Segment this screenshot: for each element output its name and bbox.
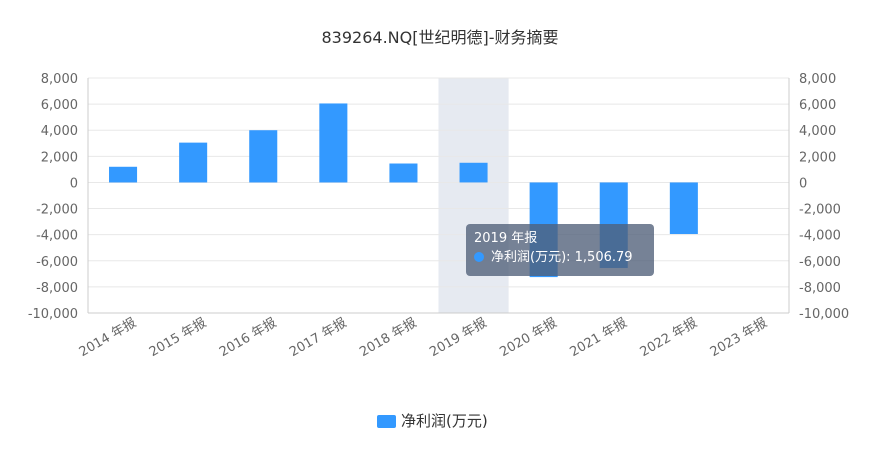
y-tick-label-left: 8,000 <box>41 72 78 87</box>
x-axis: 2014 年报 2015 年报 2016 年报 2017 年报 2018 年报 2019 … <box>77 315 770 360</box>
y-tick-label-left: -8,000 <box>36 281 78 296</box>
tooltip-value: 净利润(万元): 1,506.79 <box>491 250 633 265</box>
bar[interactable] <box>389 163 418 183</box>
y-tick-label-right: 6,000 <box>799 98 836 113</box>
bar[interactable] <box>249 130 278 183</box>
y-tick-label-right: -4,000 <box>799 229 841 244</box>
y-tick-label-left: -10,000 <box>28 307 78 322</box>
x-tick-label: 2016 年报 <box>217 315 279 360</box>
legend[interactable]: 净利润(万元) <box>377 412 488 430</box>
bar[interactable] <box>109 166 138 183</box>
y-tick-label-left: -2,000 <box>36 203 78 218</box>
tooltip-title: 2019 年报 <box>474 231 538 246</box>
bar[interactable] <box>179 142 208 183</box>
x-tick-label: 2021 年报 <box>568 315 630 360</box>
legend-swatch[interactable] <box>377 415 396 428</box>
hover-highlight-band <box>438 78 509 313</box>
x-tick-label: 2020 年报 <box>497 315 559 360</box>
chart-title: 839264.NQ[世纪明德]-财务摘要 <box>322 28 559 47</box>
series-dot-icon <box>474 252 484 262</box>
bar[interactable] <box>319 103 348 183</box>
grid-lines <box>87 77 790 314</box>
y-tick-label-right: -6,000 <box>799 255 841 270</box>
tooltip: 2019 年报 净利润(万元): 1,506.79 <box>466 224 654 276</box>
y-tick-label-right: 2,000 <box>799 150 836 165</box>
y-tick-label-left: 2,000 <box>41 150 78 165</box>
y-tick-label-left: -4,000 <box>36 229 78 244</box>
legend-label[interactable]: 净利润(万元) <box>401 412 488 430</box>
bar[interactable] <box>669 182 698 235</box>
x-tick-label: 2022 年报 <box>638 315 700 360</box>
y-tick-label-right: -8,000 <box>799 281 841 296</box>
x-tick-label: 2023 年报 <box>708 315 770 360</box>
y-tick-label-right: 8,000 <box>799 72 836 87</box>
bar[interactable] <box>459 162 488 183</box>
x-tick-label: 2015 年报 <box>147 315 209 360</box>
y-tick-label-right: 0 <box>799 176 807 191</box>
y-axis-left: 8,000 6,000 4,000 2,000 0 -2,000 -4,000 -6,000 -… <box>28 72 78 322</box>
y-tick-label-left: -6,000 <box>36 255 78 270</box>
y-axis-right: 8,000 6,000 4,000 2,000 0 -2,000 -4,000 -6,000 -… <box>799 72 849 322</box>
y-tick-label-left: 0 <box>70 176 78 191</box>
y-tick-label-left: 6,000 <box>41 98 78 113</box>
x-tick-label: 2014 年报 <box>77 315 139 360</box>
tooltip-row: 净利润(万元): 1,506.79 <box>474 248 646 268</box>
x-tick-label: 2017 年报 <box>287 315 349 360</box>
y-tick-label-right: -2,000 <box>799 203 841 218</box>
x-tick-label: 2018 年报 <box>357 315 419 360</box>
x-tick-label: 2019 年报 <box>427 315 489 360</box>
y-tick-label-right: 4,000 <box>799 124 836 139</box>
y-tick-label-right: -10,000 <box>799 307 849 322</box>
y-tick-label-left: 4,000 <box>41 124 78 139</box>
